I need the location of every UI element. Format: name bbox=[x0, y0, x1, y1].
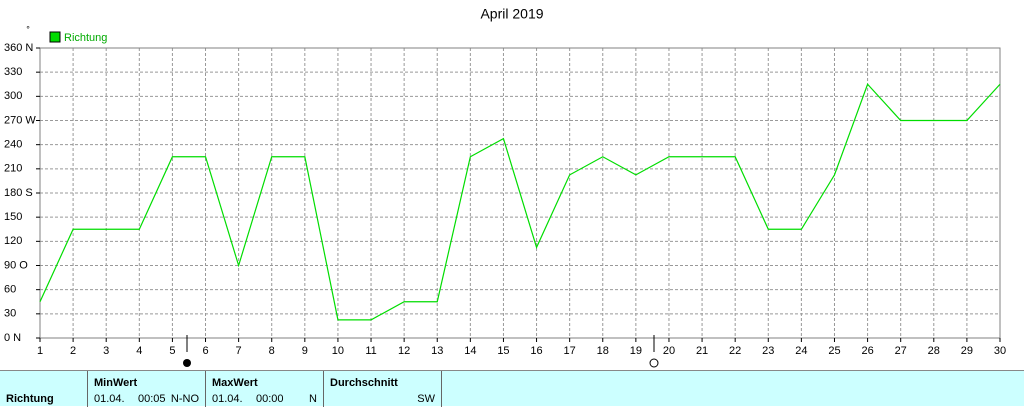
value: N-NO bbox=[170, 393, 199, 405]
x-tick-label: 8 bbox=[269, 345, 275, 357]
x-tick-label: 13 bbox=[431, 345, 443, 357]
col-header: Durchschnitt bbox=[330, 377, 398, 389]
moon-new bbox=[649, 358, 659, 368]
x-tick-label: 26 bbox=[861, 345, 873, 357]
y-tick-label: 240 bbox=[4, 139, 22, 151]
y-tick-label: 60 bbox=[4, 284, 16, 296]
y-tick-label: 270 W bbox=[4, 114, 36, 126]
row-label: Richtung bbox=[6, 393, 54, 405]
y-unit: ° bbox=[26, 24, 30, 34]
x-tick-label: 22 bbox=[729, 345, 741, 357]
data-line bbox=[39, 83, 1001, 321]
x-tick-label: 30 bbox=[994, 345, 1006, 357]
value: SW bbox=[417, 393, 435, 405]
y-tick-label: 210 bbox=[4, 163, 22, 175]
x-tick-label: 29 bbox=[961, 345, 973, 357]
col-header: MinWert bbox=[94, 377, 138, 389]
x-tick-label: 21 bbox=[696, 345, 708, 357]
y-tick-label: 150 bbox=[4, 211, 22, 223]
y-tick-label: 360 N bbox=[4, 42, 33, 54]
x-tick-label: 7 bbox=[236, 345, 242, 357]
summary-table: Richtung MinWert 01.04. 00:05 N-NO MaxWe… bbox=[0, 370, 1024, 407]
time: 00:00 bbox=[256, 393, 284, 405]
x-tick-label: 6 bbox=[202, 345, 208, 357]
y-tick-label: 120 bbox=[4, 235, 22, 247]
x-tick-label: 17 bbox=[564, 345, 576, 357]
x-tick-label: 5 bbox=[169, 345, 175, 357]
table-cell: MaxWert 01.04. 00:00 N bbox=[206, 371, 324, 407]
table-cell: Richtung bbox=[0, 371, 88, 407]
table-cell: MinWert 01.04. 00:05 N-NO bbox=[88, 371, 206, 407]
x-tick-label: 19 bbox=[630, 345, 642, 357]
table-cell: Durchschnitt SW bbox=[324, 371, 442, 407]
x-tick-label: 18 bbox=[597, 345, 609, 357]
time: 00:05 bbox=[138, 393, 166, 405]
x-tick-label: 3 bbox=[103, 345, 109, 357]
date: 01.04. bbox=[94, 393, 125, 405]
col-header: MaxWert bbox=[212, 377, 258, 389]
legend-label: Richtung bbox=[64, 32, 107, 44]
x-tick-label: 23 bbox=[762, 345, 774, 357]
x-tick-label: 24 bbox=[795, 345, 807, 357]
x-tick-label: 15 bbox=[497, 345, 509, 357]
x-tick-label: 28 bbox=[928, 345, 940, 357]
y-tick-label: 180 S bbox=[4, 187, 33, 199]
x-tick-label: 10 bbox=[332, 345, 344, 357]
y-tick-label: 30 bbox=[4, 308, 16, 320]
x-tick-label: 2 bbox=[70, 345, 76, 357]
x-tick-label: 25 bbox=[828, 345, 840, 357]
moon-full bbox=[183, 359, 191, 367]
x-tick-label: 11 bbox=[365, 345, 376, 357]
date: 01.04. bbox=[212, 393, 243, 405]
x-tick-label: 14 bbox=[464, 345, 476, 357]
y-tick-label: 90 O bbox=[4, 259, 28, 271]
y-tick-label: 300 bbox=[4, 90, 22, 102]
x-tick-label: 27 bbox=[895, 345, 907, 357]
x-tick-label: 9 bbox=[302, 345, 308, 357]
value: N bbox=[309, 393, 317, 405]
x-tick-label: 20 bbox=[663, 345, 675, 357]
x-tick-label: 16 bbox=[530, 345, 542, 357]
chart-title: April 2019 bbox=[480, 6, 543, 22]
y-tick-label: 330 bbox=[4, 66, 22, 78]
x-tick-label: 12 bbox=[398, 345, 410, 357]
x-tick-label: 1 bbox=[37, 345, 43, 357]
y-tick-label: 0 N bbox=[4, 332, 21, 344]
x-tick-label: 4 bbox=[136, 345, 142, 357]
legend-swatch bbox=[49, 31, 61, 43]
